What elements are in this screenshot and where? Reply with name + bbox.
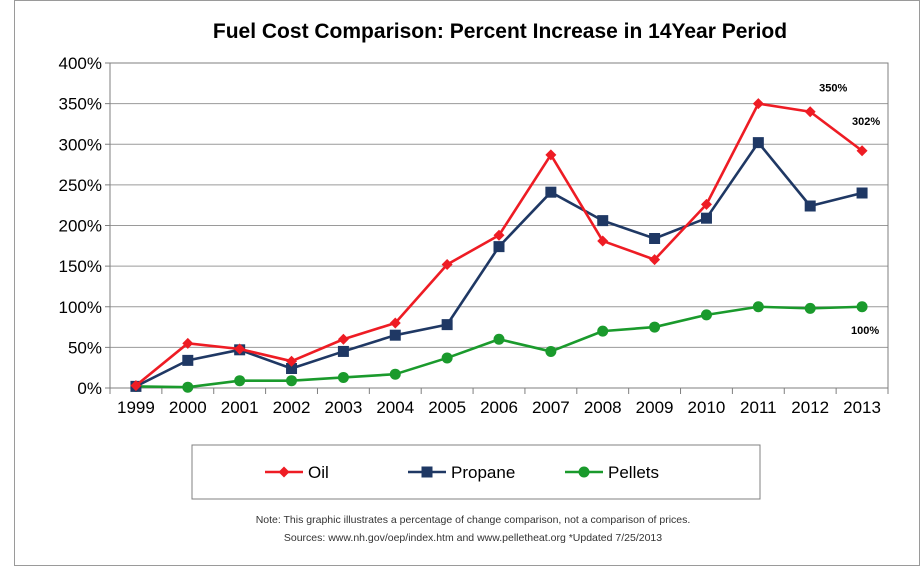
legend-marker (578, 466, 590, 478)
data-point (337, 371, 349, 383)
data-point (856, 301, 868, 313)
data-label: 350% (819, 83, 847, 95)
data-annotations: 350% 302% 100% (819, 83, 880, 337)
note-text: Note: This graphic illustrates a percent… (256, 514, 691, 526)
x-axis-ticks: 1999 2000 2001 2002 2003 2004 2005 2006 2007 2008… (109, 388, 889, 417)
data-point (856, 145, 868, 157)
legend-item-oil: Oil (265, 463, 329, 482)
data-point (286, 375, 298, 387)
data-point (441, 319, 453, 331)
x-tick-label: 2000 (169, 398, 207, 417)
data-point (493, 241, 505, 253)
data-point (389, 329, 401, 341)
data-point (130, 380, 142, 392)
legend-label: Pellets (608, 463, 659, 482)
data-point (441, 259, 453, 270)
data-point (182, 337, 194, 349)
data-point (182, 381, 194, 393)
x-tick-label: 2004 (376, 398, 414, 417)
x-tick-label: 2008 (584, 398, 622, 417)
x-tick-label: 2007 (532, 398, 570, 417)
data-point (234, 375, 246, 387)
data-point (337, 345, 349, 357)
legend: Oil Propane Pellets (265, 463, 659, 482)
data-point (597, 215, 609, 227)
y-axis-ticks: 0% 50% 100% 150% 200% 250% 300% 350% 400% (59, 54, 110, 398)
data-point (752, 137, 764, 149)
x-tick-label: 2006 (480, 398, 518, 417)
data-point (493, 229, 505, 241)
data-point (649, 321, 661, 333)
y-tick-label: 50% (68, 338, 102, 357)
x-tick-label: 2012 (791, 398, 829, 417)
y-tick-label: 0% (77, 379, 102, 398)
series-oil (130, 98, 868, 392)
y-tick-label: 300% (59, 135, 102, 154)
data-point (286, 355, 298, 367)
data-label: 302% (852, 116, 880, 128)
legend-marker (278, 466, 290, 478)
data-point (804, 200, 816, 212)
data-point (545, 149, 557, 161)
data-point (700, 212, 712, 224)
legend-label: Oil (308, 463, 329, 482)
data-point (389, 317, 401, 329)
sources-text: Sources: www.nh.gov/oep/index.htm and ww… (284, 532, 662, 544)
y-tick-label: 350% (59, 95, 102, 114)
legend-item-propane: Propane (408, 463, 515, 482)
data-point (597, 235, 609, 247)
series-group (130, 98, 868, 393)
data-point (804, 106, 816, 118)
x-tick-label: 2009 (636, 398, 674, 417)
x-tick-label: 2011 (740, 398, 777, 417)
x-tick-label: 2002 (273, 398, 311, 417)
x-tick-label: 2005 (428, 398, 466, 417)
data-point (545, 186, 557, 198)
data-point (856, 187, 868, 199)
data-point (597, 325, 609, 337)
data-point (752, 301, 764, 313)
data-point (389, 368, 401, 380)
data-point (649, 254, 661, 266)
data-point (441, 352, 453, 364)
legend-marker (421, 466, 433, 478)
data-point (752, 98, 764, 110)
y-tick-label: 200% (59, 217, 102, 236)
chart-title: Fuel Cost Comparison: Percent Increase i… (213, 20, 787, 43)
data-point (804, 302, 816, 314)
data-point (493, 333, 505, 345)
x-tick-label: 2013 (843, 398, 881, 417)
data-point (182, 354, 194, 366)
y-tick-label: 100% (59, 298, 102, 317)
data-point (545, 345, 557, 357)
data-point (337, 333, 349, 345)
x-tick-label: 2003 (324, 398, 362, 417)
legend-item-pellets: Pellets (565, 463, 659, 482)
data-point (700, 198, 712, 210)
series-propane (130, 137, 868, 392)
data-point (286, 363, 298, 374)
x-tick-label: 1999 (117, 398, 155, 417)
y-tick-label: 400% (59, 54, 102, 73)
y-tick-label: 150% (59, 257, 102, 276)
data-point (700, 309, 712, 321)
data-point (234, 343, 246, 355)
data-point (649, 233, 661, 244)
legend-label: Propane (451, 463, 515, 482)
y-tick-label: 250% (59, 176, 102, 195)
x-tick-label: 2001 (221, 398, 259, 417)
data-label: 100% (851, 325, 879, 337)
x-tick-label: 2010 (688, 398, 726, 417)
